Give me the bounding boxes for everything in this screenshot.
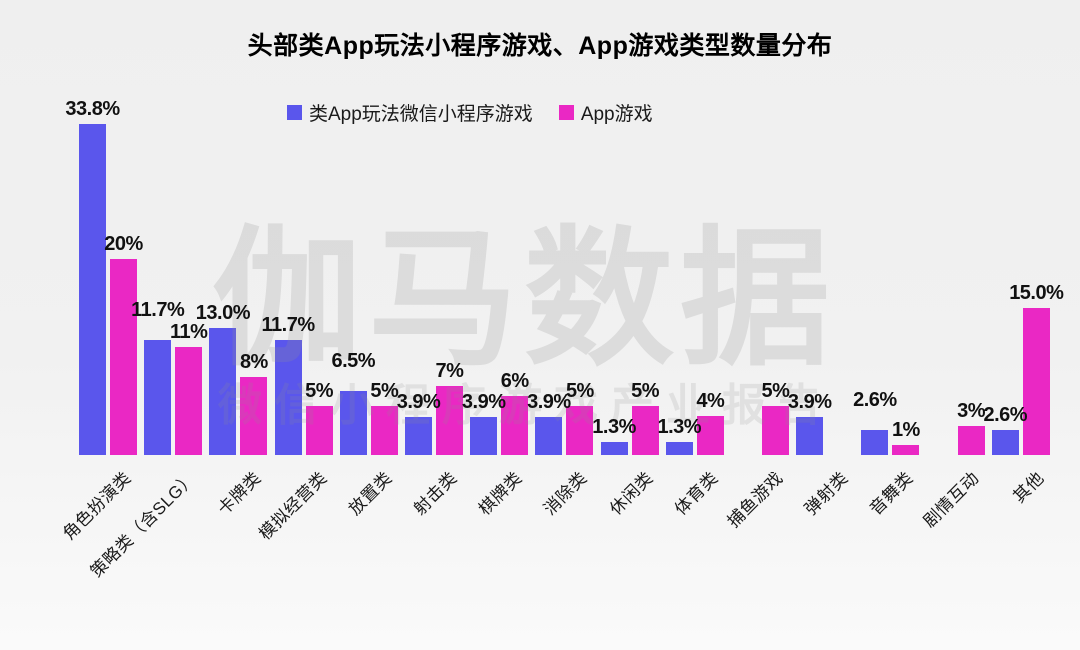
- bar-miniprogram: [861, 430, 889, 455]
- bar-miniprogram: [991, 430, 1019, 455]
- value-label-app: 5%: [565, 380, 594, 402]
- value-label-app: 3%: [957, 400, 986, 422]
- value-label-app: 20%: [104, 233, 143, 255]
- value-label-miniprogram: 2.6%: [853, 389, 897, 411]
- bar-miniprogram: [470, 417, 498, 455]
- bar-miniprogram: [79, 124, 106, 455]
- bar-miniprogram: [144, 340, 172, 455]
- bar-miniprogram: [600, 442, 628, 455]
- x-axis-label: 体育类: [670, 468, 722, 519]
- value-label-app: 1%: [891, 419, 920, 441]
- x-axis-label: 音舞类: [866, 468, 918, 519]
- value-label-miniprogram: 3.9%: [527, 391, 571, 413]
- bar-miniprogram: [796, 417, 824, 455]
- value-label-miniprogram: 11.7%: [131, 299, 185, 321]
- value-label-miniprogram: 3.9%: [461, 391, 506, 413]
- bar-miniprogram: [274, 340, 302, 455]
- x-axis-label: 策略类（含SLG）: [87, 468, 200, 582]
- legend-label-app: App游戏: [580, 104, 653, 125]
- x-axis-label: 捕鱼游戏: [723, 468, 787, 532]
- bar-miniprogram: [209, 328, 237, 455]
- x-axis-label: 休闲类: [605, 468, 657, 519]
- bar-app: [1022, 308, 1050, 455]
- value-label-app: 5%: [370, 380, 399, 402]
- legend-swatch-blue-icon: [287, 105, 302, 120]
- value-label-app: 15.0%: [1009, 282, 1064, 304]
- bar-app: [110, 259, 137, 455]
- x-axis-label: 角色扮演类: [59, 468, 135, 544]
- x-axis-label: 卡牌类: [214, 468, 266, 519]
- value-label-app: 4%: [696, 390, 725, 412]
- bar-app: [370, 406, 398, 455]
- bar-app: [175, 347, 203, 455]
- x-axis-label: 放置类: [344, 468, 396, 519]
- bar-app: [501, 396, 529, 455]
- bar-app: [240, 377, 268, 455]
- value-label-miniprogram: 11.7%: [261, 314, 316, 336]
- bar-app: [957, 426, 985, 455]
- legend-item-miniprogram: 类App玩法微信小程序游戏: [287, 99, 533, 126]
- value-label-miniprogram: 2.6%: [983, 404, 1028, 426]
- x-axis-label: 弹射类: [801, 468, 852, 519]
- x-axis-label: 其他: [1009, 468, 1048, 507]
- bar-miniprogram: [339, 391, 367, 455]
- legend-item-app: App游戏: [558, 99, 653, 126]
- bar-app: [696, 416, 724, 455]
- legend: 类App玩法微信小程序游戏 App游戏: [287, 99, 653, 126]
- bar-app: [762, 406, 789, 455]
- value-label-app: 6%: [500, 370, 529, 392]
- value-label-app: 7%: [435, 360, 464, 382]
- x-axis-label: 消除类: [540, 468, 592, 519]
- bar-app: [631, 406, 659, 455]
- legend-swatch-pink-icon: [558, 105, 574, 120]
- chart-title: 头部类App玩法小程序游戏、App游戏类型数量分布: [247, 32, 833, 60]
- legend-label-miniprogram: 类App玩法微信小程序游戏: [309, 104, 533, 125]
- bar-app: [892, 445, 920, 455]
- bar-app: [566, 406, 594, 455]
- value-label-miniprogram: 1.3%: [657, 416, 702, 438]
- value-label-miniprogram: 33.8%: [65, 98, 120, 120]
- value-label-app: 5%: [631, 380, 660, 402]
- value-label-miniprogram: 3.9%: [787, 391, 832, 413]
- value-label-app: 8%: [239, 351, 268, 373]
- bar-miniprogram: [405, 417, 432, 455]
- x-axis-label: 棋牌类: [475, 468, 526, 519]
- bar-app: [305, 406, 333, 455]
- bar-miniprogram: [665, 442, 693, 455]
- value-label-app: 11%: [169, 321, 208, 343]
- x-axis-label: 模拟经营类: [255, 468, 331, 544]
- bar-miniprogram: [535, 417, 563, 455]
- value-label-miniprogram: 1.3%: [592, 416, 636, 438]
- bar-app: [436, 386, 463, 455]
- value-label-miniprogram: 6.5%: [331, 350, 376, 372]
- value-label-miniprogram: 3.9%: [396, 391, 441, 413]
- value-label-app: 5%: [761, 380, 790, 402]
- value-label-miniprogram: 13.0%: [195, 302, 251, 324]
- x-axis-label: 剧情互动: [919, 468, 983, 532]
- x-axis-label: 射击类: [410, 468, 461, 519]
- value-label-app: 5%: [305, 380, 334, 402]
